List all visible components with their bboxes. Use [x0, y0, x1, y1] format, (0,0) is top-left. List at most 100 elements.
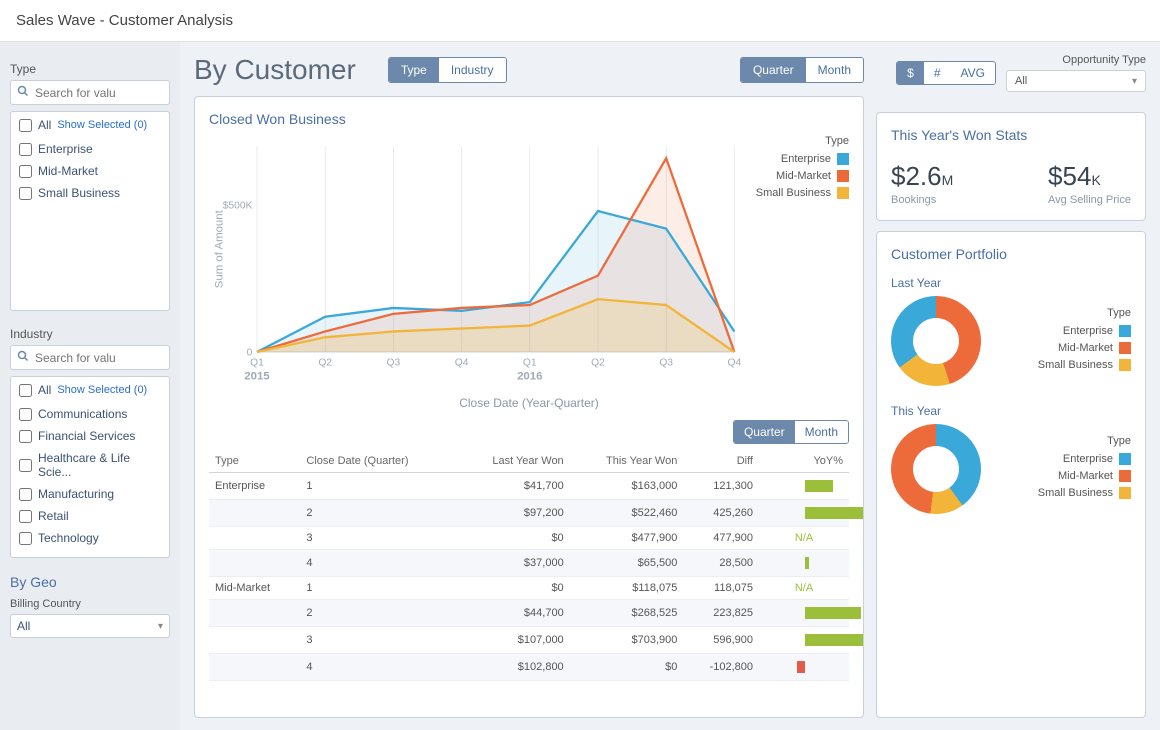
- table-row[interactable]: Enterprise1$41,700$163,000121,300: [209, 472, 849, 499]
- facet-industry-search[interactable]: ✕: [10, 345, 170, 370]
- chart-legend-title: Type: [756, 135, 849, 147]
- table-header[interactable]: Last Year Won: [456, 450, 570, 473]
- facet-industry-checkbox[interactable]: [19, 488, 32, 501]
- facet-industry-all-checkbox[interactable]: [19, 384, 32, 397]
- portfolio-subheading: Last Year: [891, 276, 1131, 290]
- table-row[interactable]: 3$107,000$703,900596,900: [209, 626, 849, 653]
- segment-type-industry[interactable]: TypeIndustry: [388, 57, 507, 83]
- facet-type-checkbox[interactable]: [19, 187, 32, 200]
- facet-industry-show-selected[interactable]: Show Selected (0): [57, 384, 147, 396]
- segment-quarter-month-option[interactable]: Quarter: [741, 58, 806, 82]
- facet-geo-title: By Geo: [10, 574, 170, 590]
- facet-item-label: Mid-Market: [38, 164, 98, 178]
- table-row[interactable]: 3$0$477,900477,900N/A: [209, 526, 849, 549]
- svg-text:Q4: Q4: [455, 358, 469, 369]
- facet-type-item[interactable]: Enterprise: [19, 138, 161, 160]
- segment-value-option[interactable]: AVG: [951, 62, 995, 84]
- opportunity-type-label: Opportunity Type: [1006, 54, 1146, 66]
- segment-value-mode[interactable]: $#AVG: [896, 61, 996, 85]
- chart-legend-row: Mid-Market: [756, 170, 849, 182]
- table-header[interactable]: This Year Won: [570, 450, 684, 473]
- yoy-na: N/A: [765, 582, 843, 594]
- facet-industry-item[interactable]: Retail: [19, 505, 161, 527]
- cell-quarter: 2: [300, 499, 456, 526]
- segment-table-qm-option[interactable]: Month: [795, 421, 848, 443]
- line-chart: Sum of Amount$500K0Q12015Q2Q3Q4Q12016Q2Q…: [209, 135, 746, 398]
- legend-swatch-icon: [1119, 470, 1131, 482]
- segment-table-qm-option[interactable]: Quarter: [734, 421, 795, 443]
- table-header[interactable]: Diff: [683, 450, 759, 473]
- segment-quarter-month[interactable]: QuarterMonth: [740, 57, 864, 83]
- facet-type-checkbox[interactable]: [19, 143, 32, 156]
- opportunity-type-select[interactable]: All ▾: [1006, 70, 1146, 92]
- table-header[interactable]: YoY%: [759, 450, 849, 473]
- cell-type: [209, 499, 300, 526]
- portfolio-legend-title: Type: [991, 435, 1131, 447]
- table-row[interactable]: Mid-Market1$0$118,075118,075N/A: [209, 576, 849, 599]
- facet-industry-item[interactable]: Healthcare & Life Scie...: [19, 447, 161, 483]
- segment-quarter-month-option[interactable]: Month: [806, 58, 863, 82]
- legend-label: Mid-Market: [1058, 342, 1113, 354]
- facet-industry-checkbox[interactable]: [19, 408, 32, 421]
- portfolio-legend-row: Enterprise: [991, 325, 1131, 337]
- cell-quarter: 3: [300, 526, 456, 549]
- legend-label: Mid-Market: [776, 170, 831, 182]
- facet-industry-checkbox[interactable]: [19, 430, 32, 443]
- facet-type-search[interactable]: ✕: [10, 80, 170, 105]
- cell-this-year: $703,900: [570, 626, 684, 653]
- facet-type-search-input[interactable]: [35, 86, 180, 100]
- cell-last-year: $44,700: [456, 599, 570, 626]
- facet-industry-item[interactable]: Communications: [19, 403, 161, 425]
- cell-this-year: $477,900: [570, 526, 684, 549]
- table-row[interactable]: 4$37,000$65,50028,500: [209, 549, 849, 576]
- cell-type: Enterprise: [209, 472, 300, 499]
- facet-type-all-checkbox[interactable]: [19, 119, 32, 132]
- legend-swatch-icon: [1119, 453, 1131, 465]
- cell-quarter: 2: [300, 599, 456, 626]
- facet-geo-label: Billing Country: [10, 598, 170, 610]
- legend-swatch-icon: [837, 187, 849, 199]
- legend-swatch-icon: [837, 153, 849, 165]
- facet-type-checkbox[interactable]: [19, 165, 32, 178]
- facet-industry-checkbox[interactable]: [19, 459, 32, 472]
- portfolio-legend-row: Small Business: [991, 359, 1131, 371]
- cell-last-year: $37,000: [456, 549, 570, 576]
- segment-type-industry-option[interactable]: Industry: [439, 58, 506, 82]
- facet-item-label: Technology: [38, 531, 99, 545]
- svg-text:Q2: Q2: [591, 358, 605, 369]
- table-row[interactable]: 2$44,700$268,525223,825: [209, 599, 849, 626]
- facet-type-item[interactable]: Small Business: [19, 182, 161, 204]
- segment-value-option[interactable]: $: [897, 62, 924, 84]
- facet-type-show-selected[interactable]: Show Selected (0): [57, 119, 147, 131]
- facet-industry-box: All Show Selected (0) CommunicationsFina…: [10, 376, 170, 558]
- facet-industry-item[interactable]: Technology: [19, 527, 161, 549]
- legend-label: Small Business: [1038, 487, 1113, 499]
- segment-type-industry-option[interactable]: Type: [389, 58, 439, 82]
- facet-industry-checkbox[interactable]: [19, 532, 32, 545]
- table-header[interactable]: Type: [209, 450, 300, 473]
- portfolio-legend-title: Type: [991, 307, 1131, 319]
- table-header[interactable]: Close Date (Quarter): [300, 450, 456, 473]
- facet-industry-checkbox[interactable]: [19, 510, 32, 523]
- table-row[interactable]: 2$97,200$522,460425,260: [209, 499, 849, 526]
- search-icon: [17, 350, 29, 365]
- facet-geo-value: All: [17, 619, 30, 633]
- chart-title: Closed Won Business: [209, 111, 849, 127]
- facet-type-item[interactable]: Mid-Market: [19, 160, 161, 182]
- svg-text:Q4: Q4: [728, 358, 742, 369]
- svg-text:Q1: Q1: [523, 358, 537, 369]
- facet-industry-item[interactable]: Manufacturing: [19, 483, 161, 505]
- segment-table-quarter-month[interactable]: QuarterMonth: [733, 420, 849, 444]
- cell-quarter: 1: [300, 576, 456, 599]
- cell-last-year: $0: [456, 576, 570, 599]
- stat-asp-label: Avg Selling Price: [1048, 194, 1131, 206]
- facet-geo-select[interactable]: All ▾: [10, 614, 170, 638]
- chart-card: Closed Won Business Sum of Amount$500K0Q…: [194, 96, 864, 718]
- segment-value-option[interactable]: #: [924, 62, 951, 84]
- stats-title: This Year's Won Stats: [891, 127, 1131, 143]
- facet-item-label: Manufacturing: [38, 487, 114, 501]
- stat-bookings-label: Bookings: [891, 194, 953, 206]
- table-row[interactable]: 4$102,800$0-102,800: [209, 653, 849, 680]
- facet-industry-search-input[interactable]: [35, 351, 180, 365]
- facet-industry-item[interactable]: Financial Services: [19, 425, 161, 447]
